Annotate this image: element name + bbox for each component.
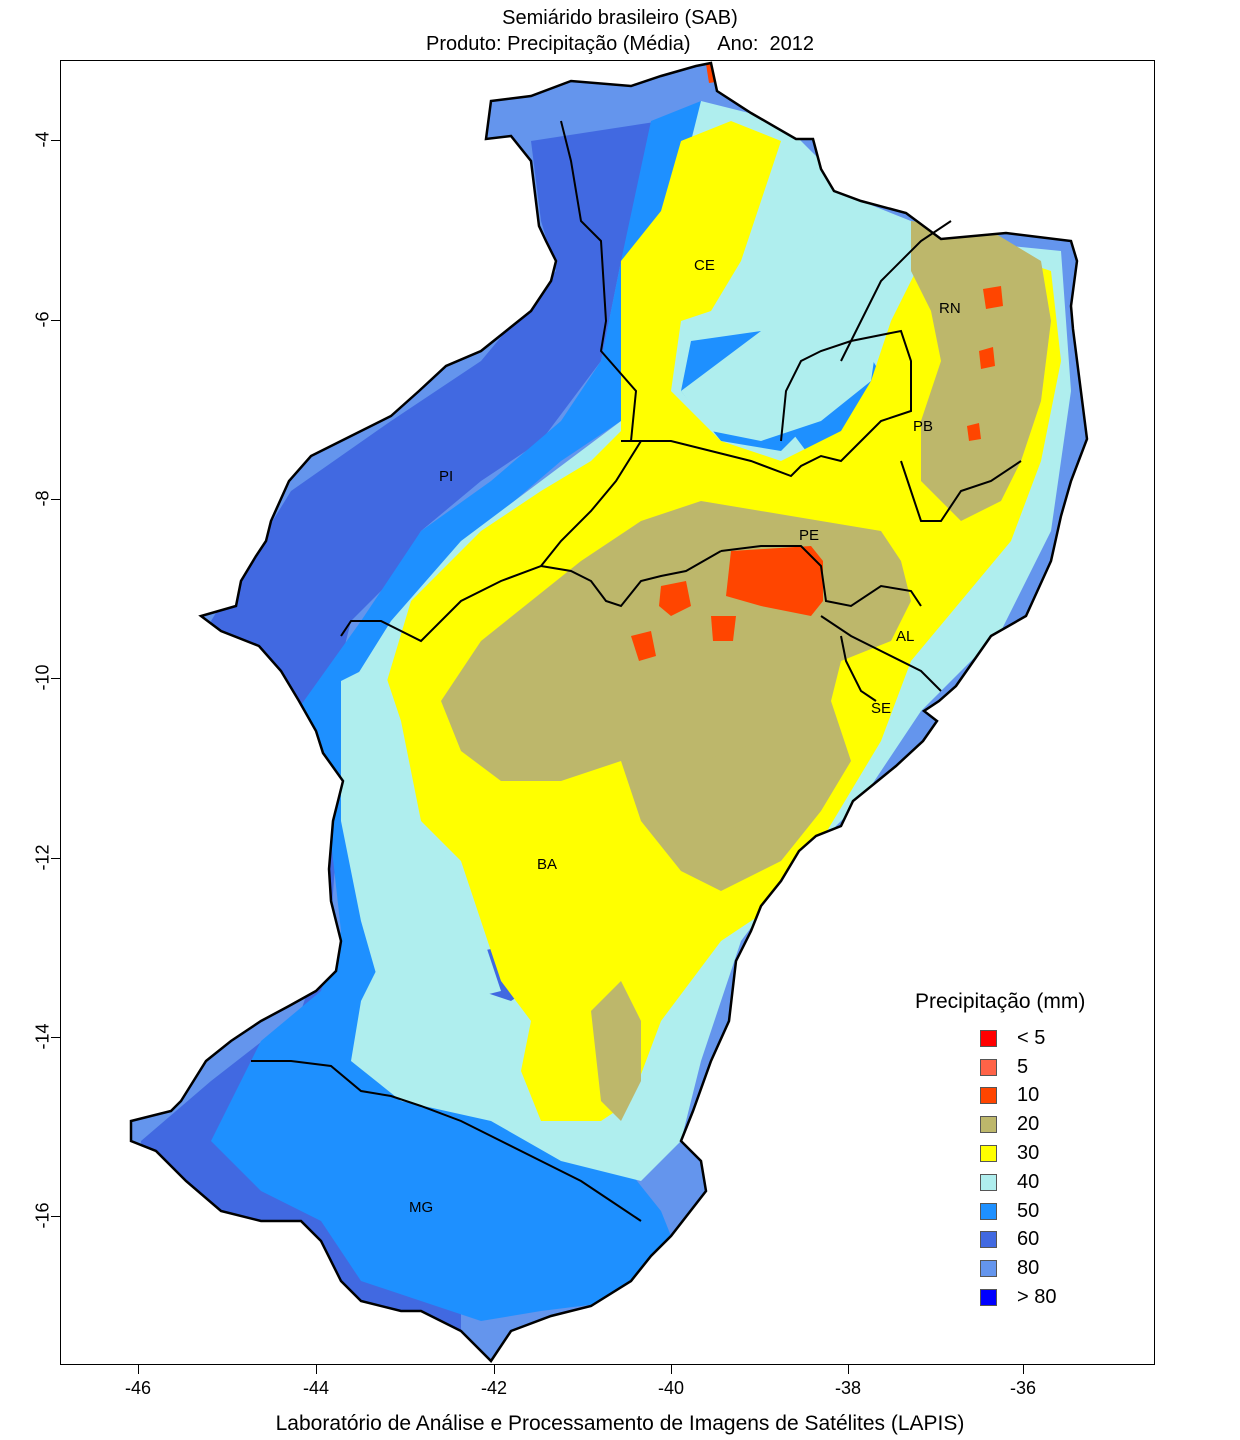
state-label-pb: PB — [913, 418, 933, 435]
y-tick-label: -16 — [32, 1202, 53, 1229]
y-tickmark — [51, 1216, 60, 1217]
legend-item: < 5 — [915, 1024, 1135, 1053]
legend-label: 50 — [1017, 1199, 1040, 1222]
y-tickmark — [51, 499, 60, 500]
y-tick-label: -14 — [32, 1023, 53, 1050]
year-label: Ano: 2012 — [717, 33, 814, 55]
state-label-ba: BA — [537, 856, 557, 873]
legend-item: 5 — [915, 1053, 1135, 1082]
x-tickmark — [316, 1365, 317, 1374]
legend-swatch — [980, 1087, 997, 1105]
legend-item: 80 — [915, 1254, 1135, 1283]
legend-item: 60 — [915, 1226, 1135, 1255]
legend-title: Precipitação (mm) — [915, 990, 1086, 1013]
y-tick-label: -12 — [32, 844, 53, 871]
state-label-pi: PI — [439, 468, 453, 485]
legend-swatch — [980, 1116, 997, 1134]
legend-items: < 5 5 10 20 30 40 50 60 80 > 80 — [915, 1024, 1135, 1312]
legend: Precipitação (mm) < 5 5 10 20 30 40 50 60 80 > 80 — [915, 990, 1135, 1312]
legend-item: 40 — [915, 1168, 1135, 1197]
legend-label: 10 — [1017, 1084, 1040, 1107]
x-tick-label: -46 — [124, 1378, 151, 1398]
y-tickmark — [51, 1037, 60, 1038]
product-label: Produto: Precipitação (Média) — [425, 33, 691, 55]
legend-swatch — [980, 1029, 997, 1047]
map-title: Semiárido brasileiro (SAB) — [502, 7, 738, 29]
state-label-rn: RN — [939, 300, 961, 317]
state-label-mg: MG — [409, 1199, 433, 1216]
x-tick-label: -36 — [1009, 1378, 1036, 1398]
y-tick-label: -6 — [32, 311, 53, 328]
legend-item: 30 — [915, 1139, 1135, 1168]
y-tickmark — [51, 320, 60, 321]
legend-swatch — [980, 1145, 997, 1163]
legend-label: 60 — [1017, 1228, 1040, 1251]
footer-credit: Laboratório de Análise e Processamento d… — [275, 1412, 965, 1435]
x-tickmark — [671, 1365, 672, 1374]
y-tickmark — [51, 858, 60, 859]
x-tickmark — [494, 1365, 495, 1374]
x-tick-label: -42 — [480, 1378, 507, 1398]
y-tick-label: -10 — [32, 664, 53, 691]
x-tick-label: -40 — [657, 1378, 684, 1398]
y-tick-label: -4 — [32, 131, 53, 148]
precipitation-map: CE RN PB PI PE AL SE BA MG — [129, 61, 1089, 1363]
x-tickmark — [848, 1365, 849, 1374]
y-tick-label: -8 — [32, 490, 53, 507]
legend-label: < 5 — [1017, 1026, 1046, 1049]
legend-swatch — [980, 1231, 997, 1249]
legend-swatch — [980, 1202, 997, 1220]
x-tick-label: -44 — [302, 1378, 329, 1398]
state-label-al: AL — [896, 628, 914, 645]
legend-label: 40 — [1017, 1170, 1040, 1193]
state-labels: CE RN PB PI PE AL SE BA MG — [409, 257, 961, 1216]
state-label-ce: CE — [694, 257, 715, 274]
legend-label: 5 — [1017, 1055, 1029, 1078]
y-tickmark — [51, 140, 60, 141]
state-boundaries — [129, 61, 1089, 1363]
map-panel: CE RN PB PI PE AL SE BA MG — [60, 60, 1155, 1365]
state-label-pe: PE — [799, 527, 819, 544]
state-label-se: SE — [871, 700, 891, 717]
legend-item: 20 — [915, 1110, 1135, 1139]
x-tick-label: -38 — [834, 1378, 861, 1398]
legend-swatch — [980, 1173, 997, 1191]
legend-label: 20 — [1017, 1113, 1040, 1136]
x-tickmark — [1023, 1365, 1024, 1374]
y-tickmark — [51, 678, 60, 679]
map-subtitle: Produto: Precipitação (Média) Ano: 2012 — [0, 32, 1240, 56]
legend-swatch — [980, 1260, 997, 1278]
legend-item: 50 — [915, 1197, 1135, 1226]
x-tickmark — [138, 1365, 139, 1374]
legend-label: 80 — [1017, 1257, 1040, 1280]
legend-swatch — [980, 1289, 997, 1307]
legend-item: > 80 — [915, 1283, 1135, 1312]
legend-label: > 80 — [1017, 1286, 1057, 1309]
legend-swatch — [980, 1058, 997, 1076]
legend-label: 30 — [1017, 1142, 1040, 1165]
legend-item: 10 — [915, 1082, 1135, 1111]
